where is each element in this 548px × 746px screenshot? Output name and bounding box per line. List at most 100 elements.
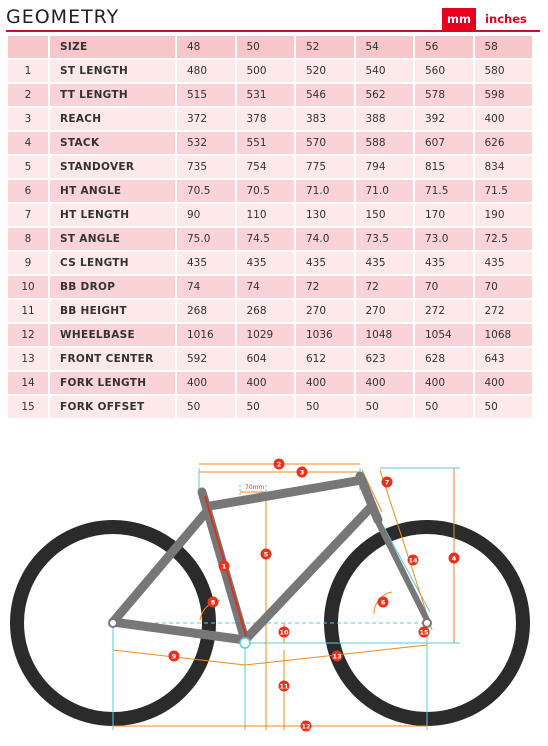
measurement-value: 1068 bbox=[474, 324, 532, 346]
measurement-value: 400 bbox=[236, 372, 294, 394]
measurement-value: 435 bbox=[355, 252, 413, 274]
measurement-value: 546 bbox=[296, 84, 354, 106]
measurement-name: FORK OFFSET bbox=[50, 396, 175, 418]
row-number: 7 bbox=[8, 204, 48, 226]
measurement-value: 775 bbox=[296, 156, 354, 178]
table-row: 2 TT LENGTH 515 531 546 562 578 598 bbox=[8, 84, 532, 106]
table-row: 11 BB HEIGHT 268 268 270 270 272 272 bbox=[8, 300, 532, 322]
measurement-value: 628 bbox=[415, 348, 473, 370]
measurement-value: 392 bbox=[415, 108, 473, 130]
measurement-value: 435 bbox=[236, 252, 294, 274]
dimension-marker-14: 14 bbox=[407, 554, 419, 566]
measurement-value: 400 bbox=[415, 372, 473, 394]
table-header-row: SIZE 48 50 52 54 56 58 bbox=[8, 36, 532, 58]
unit-mm-button[interactable]: mm bbox=[442, 8, 476, 30]
row-number: 13 bbox=[8, 348, 48, 370]
measurement-value: 400 bbox=[296, 372, 354, 394]
measurement-value: 480 bbox=[177, 60, 235, 82]
geometry-table: SIZE 48 50 52 54 56 58 1 ST LENGTH 480 500 520 540 56… bbox=[6, 34, 534, 420]
measurement-value: 73.5 bbox=[355, 228, 413, 250]
dimension-marker-13: 13 bbox=[331, 650, 343, 662]
measurement-value: 170 bbox=[415, 204, 473, 226]
measurement-value: 72 bbox=[355, 276, 413, 298]
row-number: 1 bbox=[8, 60, 48, 82]
row-number: 14 bbox=[8, 372, 48, 394]
measurement-value: 110 bbox=[236, 204, 294, 226]
row-number: 15 bbox=[8, 396, 48, 418]
bike-frame bbox=[108, 471, 383, 645]
size-header-54: 54 bbox=[355, 36, 413, 58]
measurement-value: 531 bbox=[236, 84, 294, 106]
svg-text:2: 2 bbox=[277, 461, 282, 469]
measurement-value: 388 bbox=[355, 108, 413, 130]
row-number: 10 bbox=[8, 276, 48, 298]
measurement-value: 400 bbox=[474, 108, 532, 130]
measurement-name: WHEELBASE bbox=[50, 324, 175, 346]
measurement-value: 74.0 bbox=[296, 228, 354, 250]
table-row: 7 HT LENGTH 90 110 130 150 170 190 bbox=[8, 204, 532, 226]
table-row: 14 FORK LENGTH 400 400 400 400 400 400 bbox=[8, 372, 532, 394]
row-number: 11 bbox=[8, 300, 48, 322]
measurement-value: 74 bbox=[177, 276, 235, 298]
measurement-value: 74.5 bbox=[236, 228, 294, 250]
row-number: 3 bbox=[8, 108, 48, 130]
measurement-value: 643 bbox=[474, 348, 532, 370]
measurement-value: 604 bbox=[236, 348, 294, 370]
header-divider bbox=[6, 30, 540, 32]
measurement-value: 130 bbox=[296, 204, 354, 226]
bottom-bracket bbox=[239, 637, 251, 649]
dimension-marker-2: 2 bbox=[273, 458, 285, 470]
measurement-name: STACK bbox=[50, 132, 175, 154]
measurement-name: CS LENGTH bbox=[50, 252, 175, 274]
size-header-50: 50 bbox=[236, 36, 294, 58]
measurement-name: FRONT CENTER bbox=[50, 348, 175, 370]
measurement-value: 532 bbox=[177, 132, 235, 154]
svg-text:12: 12 bbox=[301, 723, 310, 731]
measurement-value: 540 bbox=[355, 60, 413, 82]
svg-text:7: 7 bbox=[385, 479, 390, 487]
measurement-value: 272 bbox=[474, 300, 532, 322]
svg-text:10: 10 bbox=[279, 629, 289, 637]
size-header-58: 58 bbox=[474, 36, 532, 58]
measurement-value: 735 bbox=[177, 156, 235, 178]
measurement-name: HT ANGLE bbox=[50, 180, 175, 202]
measurement-value: 71.0 bbox=[296, 180, 354, 202]
measurement-value: 623 bbox=[355, 348, 413, 370]
dimension-marker-11: 11 bbox=[278, 680, 290, 692]
measurement-value: 592 bbox=[177, 348, 235, 370]
rear-hub bbox=[108, 618, 118, 628]
measurement-value: 70.5 bbox=[236, 180, 294, 202]
fork bbox=[371, 511, 430, 623]
measurement-value: 1036 bbox=[296, 324, 354, 346]
table-row: 4 STACK 532 551 570 588 607 626 bbox=[8, 132, 532, 154]
measurement-value: 71.5 bbox=[474, 180, 532, 202]
measurement-value: 190 bbox=[474, 204, 532, 226]
row-number: 9 bbox=[8, 252, 48, 274]
measurement-value: 270 bbox=[355, 300, 413, 322]
table-row: 5 STANDOVER 735 754 775 794 815 834 bbox=[8, 156, 532, 178]
measurement-name: ST LENGTH bbox=[50, 60, 175, 82]
dimension-marker-9: 9 bbox=[168, 650, 180, 662]
measurement-value: 74 bbox=[236, 276, 294, 298]
dimension-marker-4: 4 bbox=[448, 552, 460, 564]
measurement-name: BB HEIGHT bbox=[50, 300, 175, 322]
measurement-value: 71.5 bbox=[415, 180, 473, 202]
svg-text:8: 8 bbox=[211, 599, 216, 607]
unit-inches-button[interactable]: inches bbox=[485, 12, 527, 26]
measurement-value: 50 bbox=[296, 396, 354, 418]
measurement-value: 268 bbox=[177, 300, 235, 322]
measurement-value: 70 bbox=[415, 276, 473, 298]
svg-text:14: 14 bbox=[408, 557, 418, 565]
measurement-value: 270 bbox=[296, 300, 354, 322]
dimension-marker-10: 10 bbox=[278, 626, 290, 638]
measurement-value: 834 bbox=[474, 156, 532, 178]
svg-text:3: 3 bbox=[300, 469, 305, 477]
stack-offset-label: 70mm bbox=[245, 484, 264, 491]
measurement-name: STANDOVER bbox=[50, 156, 175, 178]
measurement-name: FORK LENGTH bbox=[50, 372, 175, 394]
measurement-value: 500 bbox=[236, 60, 294, 82]
dimension-marker-3: 3 bbox=[296, 466, 308, 478]
measurement-value: 794 bbox=[355, 156, 413, 178]
